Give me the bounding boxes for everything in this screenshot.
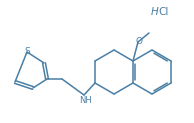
Text: NH: NH (79, 96, 91, 105)
Text: O: O (135, 38, 143, 46)
Text: Cl: Cl (158, 7, 168, 17)
Text: H: H (150, 7, 158, 17)
Text: S: S (24, 47, 30, 56)
